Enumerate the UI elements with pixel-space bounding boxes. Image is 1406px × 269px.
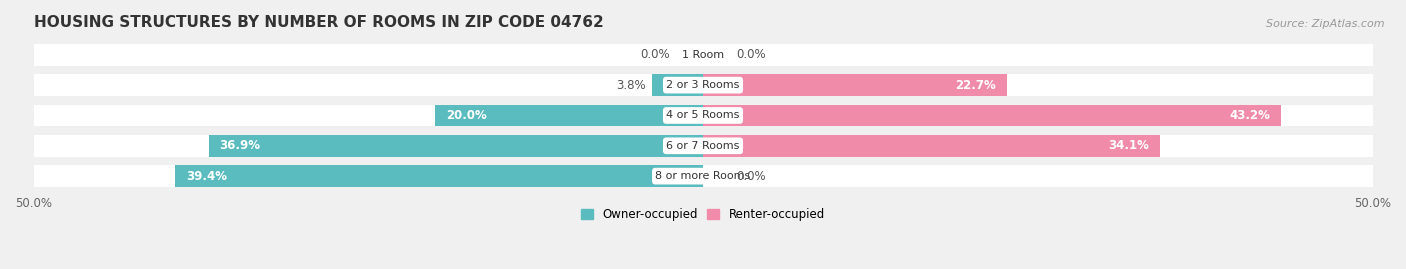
Bar <box>652 74 703 96</box>
Text: 39.4%: 39.4% <box>186 170 228 183</box>
Text: 36.9%: 36.9% <box>219 139 260 152</box>
Text: 2 or 3 Rooms: 2 or 3 Rooms <box>666 80 740 90</box>
Text: 20.0%: 20.0% <box>446 109 486 122</box>
Text: 6 or 7 Rooms: 6 or 7 Rooms <box>666 141 740 151</box>
Text: 22.7%: 22.7% <box>956 79 997 92</box>
Bar <box>176 165 703 187</box>
Text: 0.0%: 0.0% <box>737 48 766 61</box>
Text: 0.0%: 0.0% <box>640 48 669 61</box>
Bar <box>703 135 1160 157</box>
Text: 3.8%: 3.8% <box>616 79 645 92</box>
Text: HOUSING STRUCTURES BY NUMBER OF ROOMS IN ZIP CODE 04762: HOUSING STRUCTURES BY NUMBER OF ROOMS IN… <box>34 15 603 30</box>
Text: 43.2%: 43.2% <box>1230 109 1271 122</box>
Bar <box>34 135 1372 157</box>
Text: 0.0%: 0.0% <box>737 170 766 183</box>
Text: 34.1%: 34.1% <box>1108 139 1149 152</box>
Text: Source: ZipAtlas.com: Source: ZipAtlas.com <box>1267 19 1385 29</box>
Bar <box>703 74 1007 96</box>
Text: 4 or 5 Rooms: 4 or 5 Rooms <box>666 111 740 121</box>
Legend: Owner-occupied, Renter-occupied: Owner-occupied, Renter-occupied <box>581 208 825 221</box>
Bar <box>34 44 1372 66</box>
Bar <box>436 105 703 126</box>
Bar <box>34 105 1372 126</box>
Bar <box>209 135 703 157</box>
Bar <box>34 165 1372 187</box>
Text: 1 Room: 1 Room <box>682 50 724 60</box>
Text: 8 or more Rooms: 8 or more Rooms <box>655 171 751 181</box>
Bar <box>703 105 1281 126</box>
Bar <box>34 74 1372 96</box>
